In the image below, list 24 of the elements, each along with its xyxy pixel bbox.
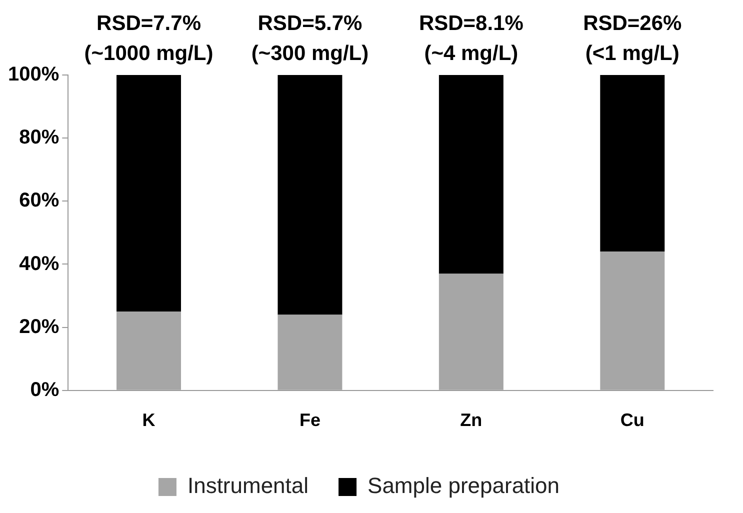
bar [438,75,504,274]
x-tick-label: Fe [299,410,320,430]
text: RSD=7.7% (~1000 mg/L) [84,12,214,65]
y-tick-label: 0% [30,378,60,401]
legend-label: Instrumental [187,473,309,498]
bar [278,75,342,315]
y-tick-label: 40% [19,252,60,275]
bar [116,312,181,390]
y-tick-label: 100% [8,64,60,86]
x-tick-label: Zn [460,410,482,430]
y-tick-label: 20% [19,316,60,338]
bar [278,314,342,390]
bar [438,274,504,390]
x-tick-label: K [142,410,156,430]
bar [600,75,665,252]
bar [116,75,181,312]
y-tick-label: 80% [19,126,60,149]
x-tick-label: Cu [620,410,644,430]
legend-label: Sample preparation [368,473,560,498]
bar [600,252,665,390]
text: RSD=26% (<1 mg/L) [583,12,682,65]
y-tick-label: 60% [19,190,60,212]
text: RSD=5.7% (~300 mg/L) [251,12,369,65]
text: RSD=8.1% (~4 mg/L) [418,12,524,65]
